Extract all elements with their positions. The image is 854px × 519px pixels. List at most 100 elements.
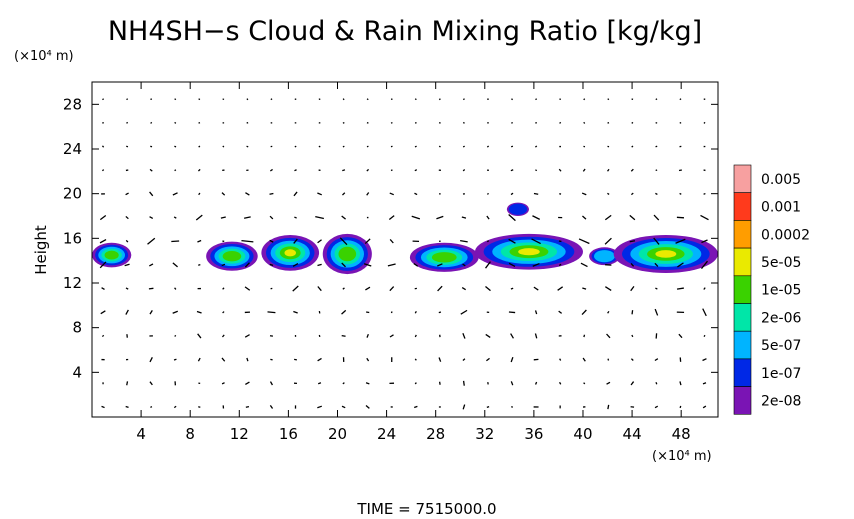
wind-vector [510, 333, 514, 339]
wind-vector [172, 310, 178, 314]
wind-vector [174, 98, 177, 101]
cloud-level [655, 250, 677, 258]
wind-vector [339, 237, 348, 246]
cloud-patch [206, 241, 258, 271]
y-tick-label: 4 [72, 363, 82, 381]
wind-vector [436, 215, 444, 220]
wind-vector [341, 262, 346, 268]
cloud-patch [92, 242, 132, 268]
wind-vector [414, 192, 418, 196]
wind-vector [149, 263, 154, 267]
cloud-patch [589, 247, 620, 266]
wind-vector [630, 263, 635, 267]
wind-vector [582, 357, 586, 362]
wind-vector [510, 356, 514, 363]
wind-vector [245, 405, 250, 408]
wind-vector [173, 405, 177, 409]
wind-vector [99, 239, 107, 244]
wind-vector [654, 262, 659, 267]
wind-vector [631, 334, 634, 338]
wind-vector [654, 405, 659, 409]
wind-vector [604, 214, 612, 221]
wind-vector [702, 382, 707, 385]
wind-vector [125, 215, 129, 220]
wind-vector [342, 145, 345, 148]
wind-vector [655, 98, 658, 101]
wind-vector [365, 405, 370, 409]
wind-vector [582, 215, 587, 220]
y-tick-label: 24 [63, 140, 82, 158]
wind-vector [413, 263, 419, 267]
wind-vector [462, 263, 466, 267]
wind-vector [101, 169, 105, 172]
wind-vector [267, 311, 276, 314]
wind-vector [679, 405, 682, 409]
wind-vector [126, 121, 129, 124]
wind-vector [101, 334, 105, 338]
wind-vector [221, 382, 225, 385]
wind-vector [511, 98, 514, 101]
wind-vector [342, 98, 345, 101]
wind-vector [678, 169, 682, 172]
chart-title: NH4SH−s Cloud & Rain Mixing Ratio [kg/kg… [108, 16, 702, 47]
wind-vector [510, 169, 514, 172]
cloud-patch [506, 202, 529, 216]
cloud-patches [92, 202, 718, 275]
wind-vector [149, 191, 154, 197]
wind-vector [149, 357, 153, 363]
wind-vector [173, 216, 177, 219]
wind-vector [341, 334, 346, 337]
cloud-patch [474, 233, 583, 270]
wind-vector [703, 121, 706, 124]
cloud-patch [613, 234, 718, 273]
wind-vector [294, 145, 297, 148]
colorbar-label: 0.005 [761, 172, 801, 188]
wind-vector [244, 286, 251, 291]
wind-vector [221, 263, 226, 267]
x-tick-label: 28 [426, 425, 445, 443]
x-tick-label: 44 [623, 425, 642, 443]
wind-vector [462, 98, 465, 101]
wind-vector [366, 145, 369, 148]
wind-vector [174, 145, 177, 148]
wind-vector [293, 191, 298, 197]
wind-vector [678, 333, 683, 339]
wind-vector [578, 238, 590, 245]
wind-vector [173, 358, 177, 361]
wind-vector [532, 262, 540, 267]
wind-vector [511, 406, 514, 408]
wind-vector [559, 121, 562, 124]
wind-vector [246, 145, 249, 148]
wind-vector [101, 405, 105, 409]
colorbar-label: 1e-05 [761, 283, 801, 299]
wind-vector [126, 98, 129, 101]
cloud-level [594, 250, 615, 263]
wind-vector [702, 308, 707, 317]
wind-vector [197, 333, 202, 339]
y-unit-label: (×10⁴ m) [14, 49, 74, 64]
wind-vector [317, 357, 322, 362]
wind-vector [531, 238, 541, 245]
colorbar-label: 0.0002 [761, 227, 810, 243]
wind-vector [630, 358, 634, 361]
wind-vector [438, 121, 441, 124]
colorbar-swatch [733, 192, 752, 221]
wind-vector [414, 382, 417, 385]
wind-vector [390, 121, 393, 124]
colorbar: 0.005 0.001 0.0002 5e-05 1e-05 2e-06 5e-07 1e-0… [733, 164, 810, 415]
x-tick-label: 4 [136, 425, 146, 443]
wind-vector [294, 169, 297, 172]
colorbar-label: 5e-07 [761, 338, 801, 354]
wind-vector [125, 309, 129, 315]
wind-vector [198, 98, 201, 101]
wind-vector [607, 168, 610, 172]
x-tick-label: 8 [185, 425, 195, 443]
wind-vector [269, 168, 273, 172]
wind-vector [246, 357, 249, 362]
wind-vector [508, 213, 516, 222]
wind-vector [534, 333, 538, 339]
wind-vector [387, 263, 396, 267]
wind-vector [317, 239, 322, 244]
wind-vector [679, 121, 682, 124]
y-axis-label: Height [32, 225, 50, 275]
